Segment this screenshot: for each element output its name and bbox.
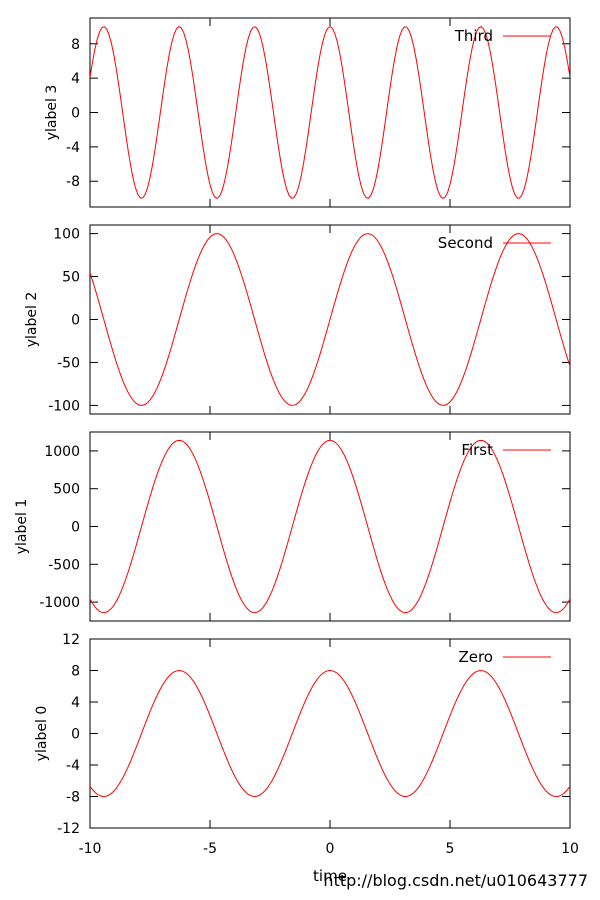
y-tick-label: -500 bbox=[48, 557, 80, 573]
y-tick-label: 50 bbox=[62, 270, 80, 286]
series-line-zero bbox=[90, 669, 570, 797]
legend-label: First bbox=[461, 441, 493, 459]
y-tick-label: 4 bbox=[71, 71, 80, 87]
y-tick-label: 8 bbox=[71, 664, 80, 680]
x-tick-label: -5 bbox=[203, 841, 217, 857]
series-line-third bbox=[90, 25, 570, 199]
plot-frame bbox=[89, 17, 571, 208]
y-axis-label: ylabel 3 bbox=[44, 85, 60, 141]
chart-panel-3: 12 8 4 0 -4 -8 -12 -10 -5 0 5 10 ylabel 0 time Zero bbox=[34, 632, 579, 885]
y-tick-label: -50 bbox=[57, 355, 80, 371]
chart-panel-2: 1000 500 0 -500 -1000 ylabel 1 First bbox=[14, 431, 571, 622]
y-tick-label: 12 bbox=[62, 632, 80, 648]
y-tick-label: 0 bbox=[71, 727, 80, 743]
series-line-second bbox=[90, 233, 570, 406]
x-axis-label: time bbox=[313, 867, 347, 885]
plot-frame bbox=[89, 638, 571, 829]
y-tick-label: 1000 bbox=[44, 444, 80, 460]
series-line-first bbox=[90, 439, 570, 614]
y-tick-label: -4 bbox=[66, 758, 80, 774]
y-tick-label: 4 bbox=[71, 695, 80, 711]
x-tick-label: 10 bbox=[561, 841, 579, 857]
y-tick-label: -1000 bbox=[39, 595, 80, 611]
y-tick-label: -8 bbox=[66, 790, 80, 806]
y-tick-label: 8 bbox=[71, 37, 80, 53]
y-axis-label: ylabel 2 bbox=[24, 292, 40, 348]
y-tick-label: -100 bbox=[48, 398, 80, 414]
x-tick-label: 0 bbox=[326, 841, 335, 857]
x-tick-label: 5 bbox=[446, 841, 455, 857]
chart-panel-0: 8 4 0 -4 -8 ylabel 3 Third bbox=[44, 17, 571, 208]
y-tick-label: 100 bbox=[53, 227, 80, 243]
y-tick-label: -12 bbox=[57, 821, 80, 837]
y-tick-label: 0 bbox=[71, 106, 80, 122]
legend-label: Third bbox=[454, 27, 493, 45]
chart-panel-1: 100 50 0 -50 -100 ylabel 2 Second bbox=[24, 224, 571, 415]
y-tick-label: 0 bbox=[71, 313, 80, 329]
y-tick-label: 0 bbox=[71, 520, 80, 536]
watermark: http://blog.csdn.net/u010643777 bbox=[323, 871, 588, 890]
legend-label: Zero bbox=[458, 648, 493, 666]
y-axis-label: ylabel 1 bbox=[14, 499, 30, 555]
legend-label: Second bbox=[438, 234, 493, 252]
y-axis-label: ylabel 0 bbox=[34, 706, 50, 762]
y-tick-label: 500 bbox=[53, 482, 80, 498]
y-tick-label: -4 bbox=[66, 140, 80, 156]
y-tick-label: -8 bbox=[66, 174, 80, 190]
x-tick-label: -10 bbox=[79, 841, 102, 857]
